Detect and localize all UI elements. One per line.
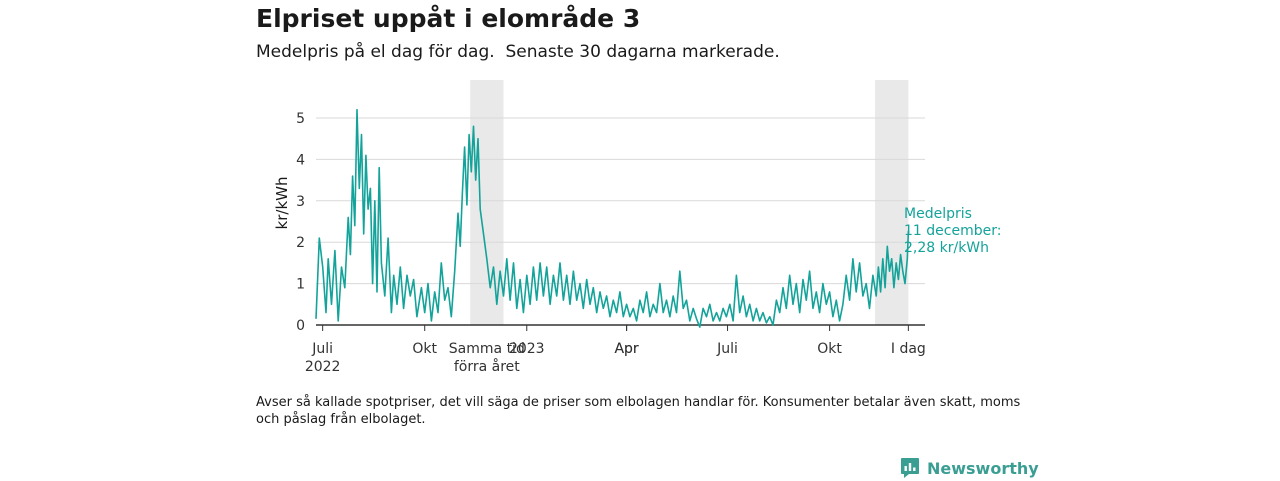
- y-tick-label: 0: [296, 318, 305, 334]
- y-tick-label: 4: [296, 152, 305, 168]
- x-tick-label: Apr: [614, 341, 638, 357]
- x-tick-label: Okt: [817, 341, 842, 357]
- highlight-band-1: [470, 80, 504, 325]
- y-tick-label: 5: [296, 111, 305, 127]
- y-tick-label: 1: [296, 277, 305, 293]
- highlight-caption: Samma tid: [449, 341, 525, 357]
- y-tick-label: 3: [296, 194, 305, 210]
- x-tick-label: Juli: [716, 341, 738, 357]
- footnote: Avser så kallade spotpriser, det vill sä…: [256, 395, 1021, 427]
- x-tick-label-year: 2022: [305, 359, 341, 375]
- x-tick-label: I dag: [891, 341, 926, 357]
- chart-subtitle: Medelpris på el dag för dag. Senaste 30 …: [256, 42, 780, 62]
- highlight-caption-line2: förra året: [454, 358, 520, 375]
- price-line-chart: 0 1 2 3 4 5 kr/kWh Juli 2022 Okt 2023 Apr Juli Okt I d…: [273, 80, 1001, 375]
- series-line-1: [315, 108, 910, 328]
- chart-title: Elpriset uppåt i elområde 3: [256, 4, 641, 33]
- annotation-line-3: 2,28 kr/kWh: [904, 240, 989, 256]
- x-tick-label: 2023: [509, 341, 545, 357]
- x-tick-label: Apr: [614, 341, 638, 357]
- x-tick-label: Juli: [311, 341, 333, 357]
- newsworthy-logo-icon: [901, 458, 919, 478]
- brand-name: Newsworthy: [927, 458, 1039, 478]
- x-tick-label: Okt: [412, 341, 437, 357]
- brand-logo[interactable]: Newsworthy: [900, 455, 1039, 481]
- y-axis-label: kr/kWh: [273, 177, 291, 230]
- y-tick-label: 2: [296, 235, 305, 251]
- annotation-line-1: Medelpris: [904, 206, 972, 222]
- annotation-line-2: 11 december:: [904, 223, 1001, 239]
